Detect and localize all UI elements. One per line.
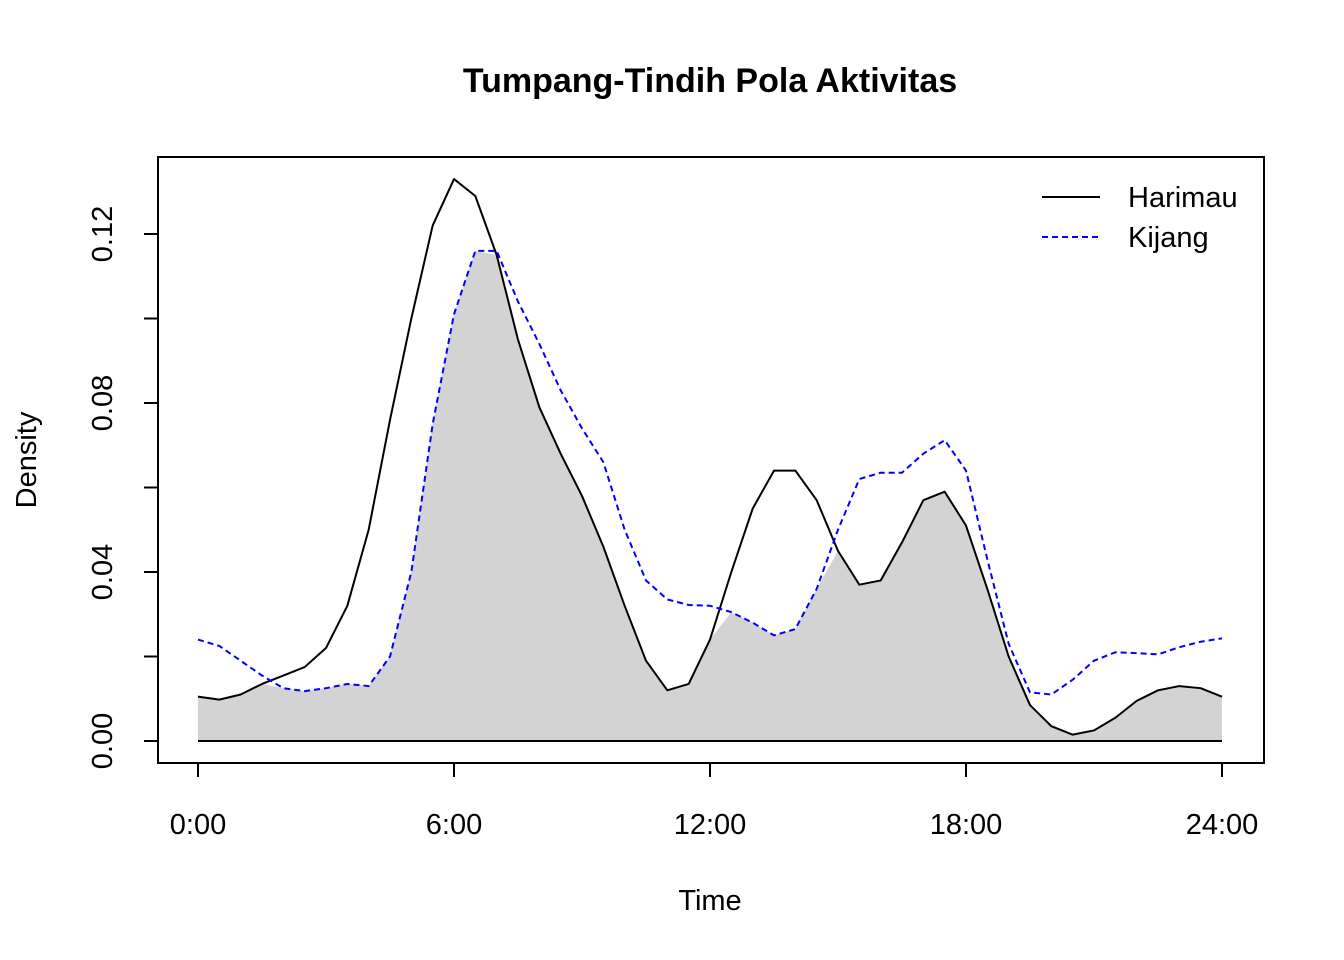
legend: Harimau Kijang <box>1042 182 1238 254</box>
legend-label-harimau: Harimau <box>1128 182 1238 214</box>
x-tick-label: 6:00 <box>426 809 482 841</box>
x-tick-label: 12:00 <box>674 809 747 841</box>
x-tick-label: 0:00 <box>170 809 226 841</box>
y-tick-label: 0.12 <box>87 206 119 262</box>
series-line-harimau <box>197 178 1223 736</box>
x-axis: 0:00 6:00 12:00 18:00 24:00 <box>170 762 1259 841</box>
x-tick-label: 18:00 <box>930 809 1003 841</box>
chart-title: Tumpang-Tindih Pola Aktivitas <box>463 62 957 100</box>
plot-area <box>197 178 1223 742</box>
y-axis: 0.00 0.04 0.08 0.12 <box>87 206 159 769</box>
legend-label-kijang: Kijang <box>1128 222 1209 254</box>
x-tick-label: 24:00 <box>1186 809 1259 841</box>
overlap-area <box>198 250 1222 741</box>
y-axis-label: Density <box>11 411 43 508</box>
series-line-kijang <box>197 249 1223 696</box>
y-tick-label: 0.08 <box>87 375 119 431</box>
y-tick-label: 0.04 <box>87 544 119 600</box>
x-axis-label: Time <box>678 885 741 917</box>
y-tick-label: 0.00 <box>87 713 119 769</box>
